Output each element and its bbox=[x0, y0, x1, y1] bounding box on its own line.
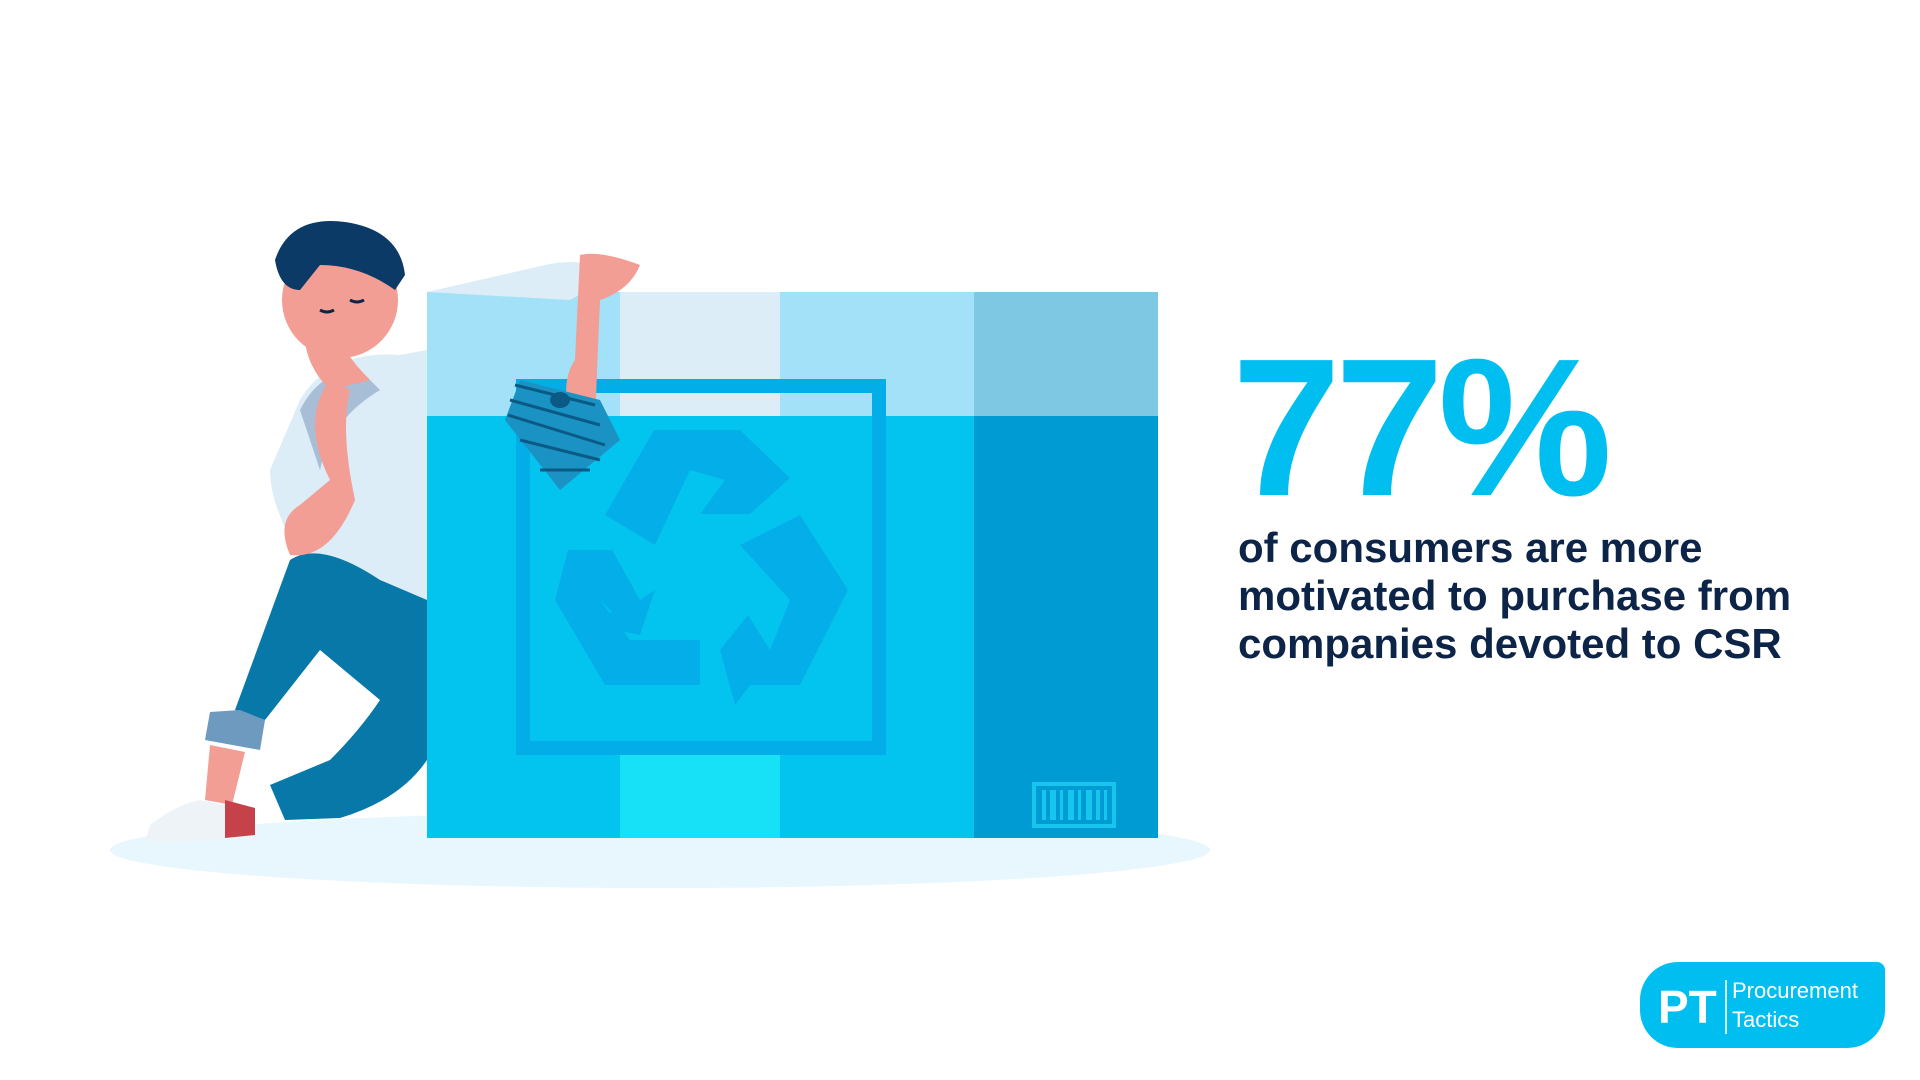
person bbox=[145, 221, 640, 842]
box bbox=[427, 292, 1158, 838]
logo-divider bbox=[1725, 980, 1727, 1034]
procurement-tactics-logo[interactable]: PT Procurement Tactics bbox=[1640, 962, 1885, 1048]
headline-stat: 77% bbox=[1232, 318, 1612, 537]
logo-name: Procurement Tactics bbox=[1732, 976, 1858, 1034]
money-icon bbox=[505, 380, 620, 490]
logo-mark: PT bbox=[1658, 981, 1717, 1033]
logo-name-line2: Tactics bbox=[1732, 1007, 1800, 1032]
headline-description: of consumers are more motivated to purch… bbox=[1238, 524, 1792, 667]
barcode-icon bbox=[1032, 782, 1116, 828]
logo-name-line1: Procurement bbox=[1732, 978, 1858, 1003]
recycle-icon bbox=[555, 430, 848, 705]
